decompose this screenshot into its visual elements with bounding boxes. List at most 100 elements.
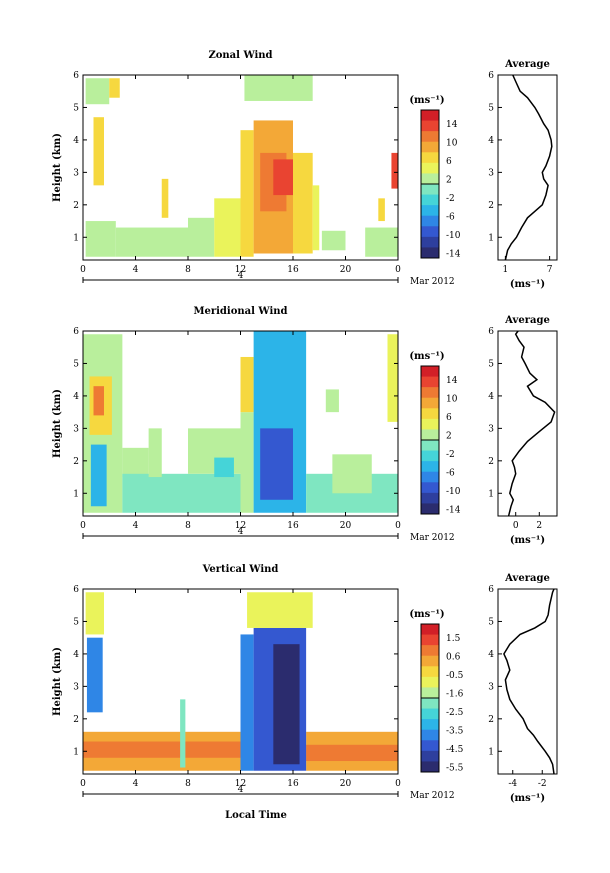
colorbar-swatch (421, 503, 439, 515)
profile-y-tick-label: 5 (488, 103, 494, 113)
colorbar-tick-label: 10 (446, 138, 458, 148)
profile-line (507, 330, 556, 517)
colorbar-swatch (421, 624, 439, 636)
x-tick-label: 0 (395, 521, 401, 531)
colorbar-tick-label: -10 (446, 231, 461, 241)
y-tick-label: 4 (73, 136, 79, 146)
x-tick-label: 0 (395, 265, 401, 275)
colorbar-tick-label: 2 (446, 431, 452, 441)
colorbar-swatch (421, 482, 439, 494)
colorbar-swatch (421, 740, 439, 752)
x-tick-label: 4 (133, 521, 139, 531)
y-tick-label: 2 (73, 457, 79, 467)
profile-y-tick-label: 5 (488, 359, 494, 369)
colorbar-swatch (421, 184, 439, 196)
heatmap-cell (247, 592, 313, 628)
colorbar-tick-label: 14 (446, 376, 458, 386)
colorbar-swatch (421, 687, 439, 699)
heatmap-cell (378, 198, 385, 222)
y-tick-label: 5 (73, 103, 79, 113)
heatmap-cell (387, 334, 398, 422)
heatmap-cell (244, 75, 313, 101)
profile-y-tick-label: 3 (488, 168, 494, 178)
y-tick-label: 1 (73, 233, 79, 243)
heatmap-cell (188, 217, 215, 257)
profile-y-tick-label: 6 (488, 327, 494, 337)
y-tick-label: 1 (73, 489, 79, 499)
colorbar-tick-label: 0.6 (446, 652, 461, 662)
colorbar-tick-label: -6 (446, 468, 455, 478)
colorbar-tick-label: -2 (446, 194, 455, 204)
x-tick-label: 12 (235, 779, 246, 789)
x-tick-label: 16 (287, 779, 299, 789)
colorbar-swatch (421, 226, 439, 238)
colorbar-swatch (421, 761, 439, 773)
profile-y-tick-label: 3 (488, 682, 494, 692)
colorbar-swatch (421, 440, 439, 452)
heatmap-cell (85, 592, 104, 635)
x-tick-label: 0 (395, 779, 401, 789)
profile-y-tick-label: 2 (488, 457, 494, 467)
profile-unit: (ms⁻¹) (510, 279, 545, 290)
heatmap-cell (122, 473, 241, 513)
colorbar-swatch (421, 173, 439, 185)
colorbar-swatch (421, 110, 439, 122)
heatmap-cell (161, 178, 169, 218)
colorbar-swatch (421, 376, 439, 388)
colorbar-tick-label: -14 (446, 249, 461, 259)
y-tick-label: 3 (73, 424, 79, 434)
colorbar-swatch (421, 141, 439, 153)
heatmap-cell (85, 221, 116, 257)
profile-y-tick-label: 2 (488, 201, 494, 211)
colorbar-swatch (421, 655, 439, 667)
heatmap-cells (85, 75, 398, 257)
date-marker: 4 (238, 271, 244, 281)
panel-title: Vertical Wind (202, 564, 279, 575)
heatmap-cells (83, 592, 398, 771)
heatmap-cells (83, 331, 398, 513)
colorbar-swatch (421, 162, 439, 174)
y-tick-label: 5 (73, 359, 79, 369)
heatmap-cell (332, 454, 372, 494)
heatmap-cell (109, 78, 120, 98)
colorbar-tick-label: 14 (446, 120, 458, 130)
x-tick-label: 20 (340, 779, 352, 789)
x-tick-label: 4 (133, 779, 139, 789)
x-tick-label: 16 (287, 521, 299, 531)
y-tick-label: 6 (73, 585, 79, 595)
heatmap-cell (214, 457, 234, 478)
x-tick-label: 20 (340, 521, 352, 531)
profile-y-tick-label: 1 (488, 233, 494, 243)
heatmap-cell (93, 117, 104, 186)
heatmap-cell (122, 447, 149, 478)
heatmap-cell (93, 386, 104, 416)
colorbar-swatch (421, 152, 439, 164)
y-tick-label: 3 (73, 168, 79, 178)
y-tick-label: 3 (73, 682, 79, 692)
colorbar-swatch (421, 461, 439, 473)
date-marker: 4 (238, 527, 244, 537)
colorbar-swatch (421, 418, 439, 430)
x-tick-label: 0 (80, 779, 86, 789)
profile-unit: (ms⁻¹) (510, 793, 545, 804)
panel-title: Zonal Wind (208, 50, 272, 61)
x-axis-label: Local Time (225, 810, 287, 821)
profile-line (503, 588, 555, 775)
x-tick-label: 12 (235, 265, 246, 275)
colorbar-unit: (ms⁻¹) (409, 609, 444, 620)
y-tick-label: 6 (73, 327, 79, 337)
heatmap-cell (240, 130, 254, 257)
colorbar-swatch (421, 408, 439, 420)
y-axis-label: Height (km) (52, 389, 63, 458)
heatmap-cell (273, 644, 300, 765)
profile-title: Average (504, 59, 550, 70)
colorbar-tick-label: 2 (446, 175, 452, 185)
colorbar-swatch (421, 719, 439, 731)
date-label: Mar 2012 (410, 791, 455, 801)
panel-title: Meridional Wind (193, 306, 287, 317)
date-label: Mar 2012 (410, 277, 455, 287)
colorbar-swatch (421, 450, 439, 462)
colorbar-swatch (421, 366, 439, 378)
